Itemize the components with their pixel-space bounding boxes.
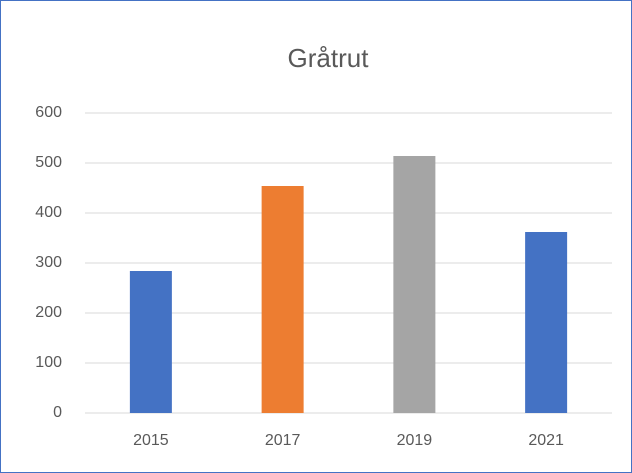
y-tick-label: 600: [35, 104, 62, 121]
bar: [393, 156, 436, 413]
y-tick-label: 0: [53, 404, 62, 421]
y-tick-label: 400: [35, 204, 62, 221]
bar: [261, 186, 304, 413]
y-tick-label: 100: [35, 354, 62, 371]
y-tick-label: 200: [35, 304, 62, 321]
chart-title: Gråtrut: [288, 43, 370, 73]
y-tick-label: 300: [35, 254, 62, 271]
bar: [129, 271, 172, 413]
x-tick-label: 2017: [265, 432, 301, 449]
x-tick-label: 2019: [397, 432, 433, 449]
y-tick-label: 500: [35, 154, 62, 171]
x-tick-label: 2015: [133, 432, 169, 449]
x-tick-label: 2021: [528, 432, 564, 449]
bar: [525, 232, 568, 413]
